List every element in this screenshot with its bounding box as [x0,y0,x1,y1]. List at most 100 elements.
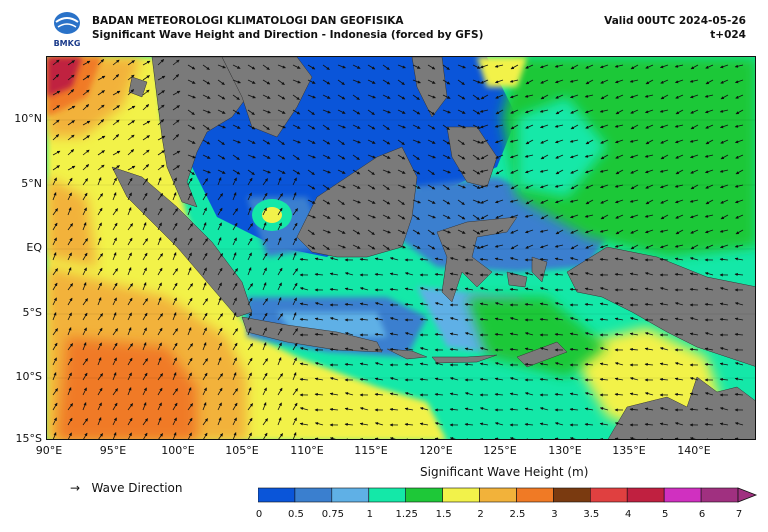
wave-arrow [352,244,361,249]
wave-arrow [232,312,237,321]
wave-arrow [217,222,222,231]
wave-arrow [202,222,207,231]
wave-arrow [412,109,421,115]
wave-arrow [112,282,118,291]
wave-arrow [52,282,58,291]
colorbar-cell [405,487,443,503]
wave-arrow [97,327,103,336]
wave-arrow [705,124,714,129]
wave-arrow [689,407,699,412]
wave-arrow [464,287,474,291]
wave-arrow [539,109,549,113]
wave-arrow [292,372,297,381]
wave-arrow [277,124,286,129]
wave-arrow [359,422,369,426]
wave-arrow [82,282,87,291]
wave-arrow [172,208,179,216]
wave-arrow [720,154,729,160]
wave-direction-label: Wave Direction [91,481,183,495]
wave-arrow [262,282,267,291]
wave-arrow [52,268,59,276]
wave-arrow [434,272,444,277]
wave-arrow [599,422,609,426]
wave-arrow [322,199,331,205]
wave-arrow [299,362,309,366]
wave-arrow [277,79,285,86]
wave-arrow [112,192,117,201]
wave-arrow [329,317,339,321]
wave-arrow [569,347,579,352]
wave-arrow [112,165,120,171]
wave-arrow [539,362,549,366]
wave-arrow [539,437,543,439]
wave-arrow [510,64,519,70]
lon-label-135e: 135°E [612,444,646,457]
wave-arrow [570,94,579,99]
wave-arrow [525,184,534,189]
wave-arrow [524,94,534,98]
wave-arrow [480,244,489,249]
wave-arrow [97,222,102,231]
wave-arrow [217,109,226,114]
wave-arrow [67,372,72,381]
wave-arrow [202,64,210,71]
wave-arrow [247,124,256,130]
wave-arrow [479,347,489,351]
wave-arrow [329,272,339,276]
wave-arrow [480,79,489,84]
wave-arrow [412,139,421,144]
wave-arrow [734,124,744,128]
wave-arrow [659,347,669,351]
wave-arrow [614,257,624,261]
colorbar-extend-arrow [737,487,758,503]
wave-arrow [509,377,519,381]
wave-arrow [719,287,729,291]
wave-arrow [127,207,132,216]
wave-arrow [142,327,147,336]
wave-arrow [142,387,147,396]
wave-arrow [524,272,534,276]
wave-arrow [674,332,684,337]
wave-arrow [142,135,150,141]
wave-arrow [127,165,136,171]
lon-label-95e: 95°E [99,444,127,457]
wave-arrow [187,169,195,176]
wave-arrow [645,124,654,129]
wave-arrow [705,169,714,174]
wave-arrow [112,297,117,306]
wave-arrow [555,169,564,175]
wave-arrow [232,169,241,175]
wave-arrow [292,237,297,246]
wave-arrow [720,184,729,189]
wave-arrow [524,332,534,336]
wave-arrow [292,297,297,306]
wave-arrow [540,64,549,69]
wave-arrow [644,407,654,411]
wave-arrow [157,59,165,66]
wave-arrow [82,402,87,411]
wave-arrow [82,372,88,381]
wave-arrow [629,392,639,396]
wave-arrow [734,184,744,188]
wave-arrow [97,207,103,216]
wave-arrow [112,357,117,366]
wave-arrow [397,139,405,146]
wave-arrow [509,317,519,321]
wave-arrow [614,244,624,248]
wave-arrow [52,328,59,336]
wave-arrow [494,392,504,397]
wave-arrow [569,257,579,261]
wave-arrow [172,150,181,156]
wave-arrow [187,154,196,159]
wave-arrow [660,214,669,220]
wave-arrow [82,192,88,201]
wave-arrow [52,177,57,186]
wave-arrow [675,229,684,235]
wave-arrow [232,124,241,129]
wave-arrow [374,257,384,261]
wave-arrow [382,184,390,191]
wave-arrow [644,302,654,307]
wave-arrow [510,94,519,99]
wave-arrow [412,64,421,69]
wave-arrow [157,119,165,126]
